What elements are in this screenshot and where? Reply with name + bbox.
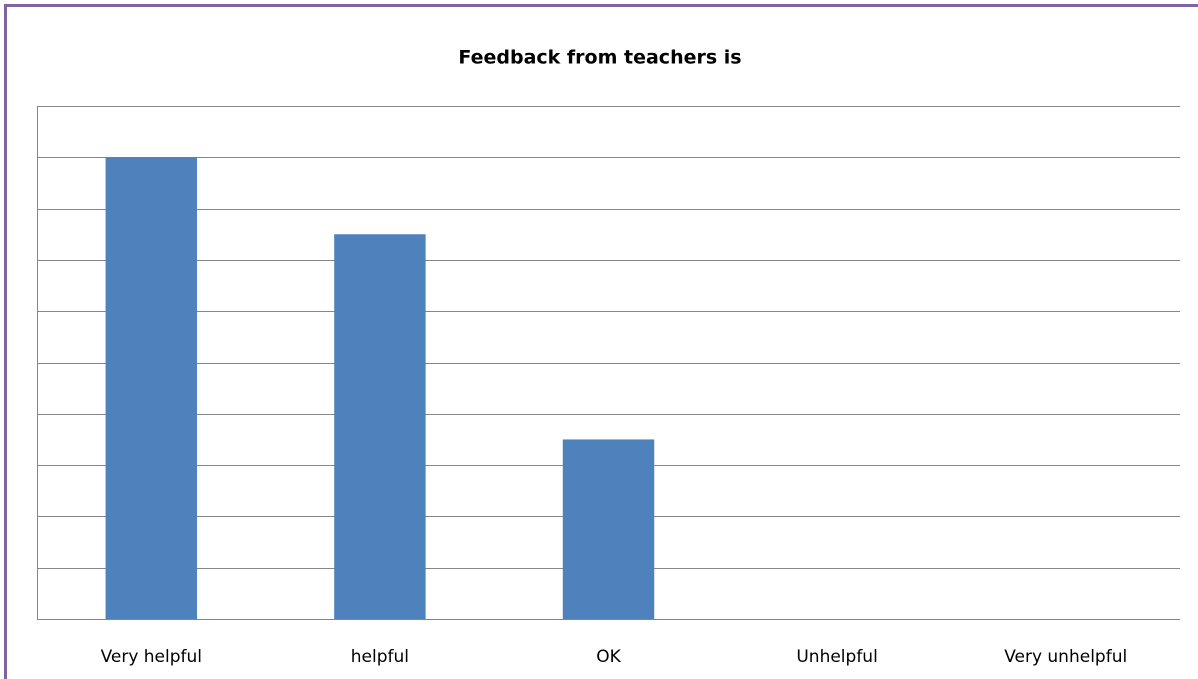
bar [105,157,198,620]
x-tick-label: helpful [351,647,409,667]
bar [334,234,426,619]
x-tick-label: Very unhelpful [1004,647,1127,667]
chart-title: Feedback from teachers is [458,47,741,69]
x-tick-label: Very helpful [101,647,202,667]
x-tick-label: Unhelpful [796,647,877,667]
x-tick-label: OK [596,647,621,667]
bar [562,439,655,619]
